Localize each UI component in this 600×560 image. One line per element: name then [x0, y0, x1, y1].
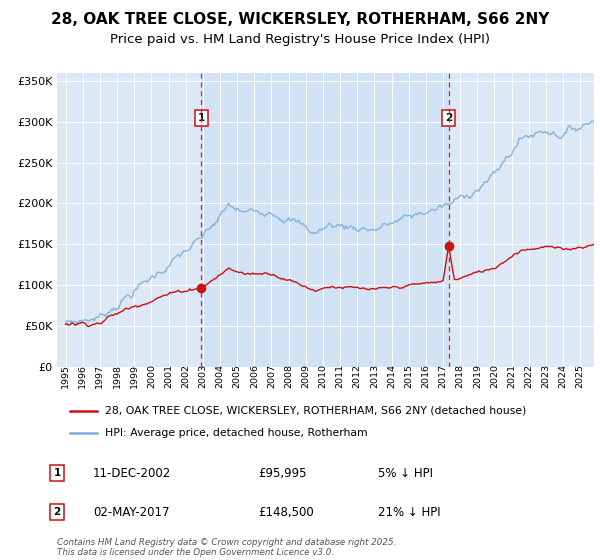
Text: 2010: 2010	[319, 364, 328, 388]
Text: 2011: 2011	[335, 364, 344, 388]
Text: HPI: Average price, detached house, Rotherham: HPI: Average price, detached house, Roth…	[106, 428, 368, 438]
Text: 2018: 2018	[455, 364, 464, 388]
Text: 28, OAK TREE CLOSE, WICKERSLEY, ROTHERHAM, S66 2NY: 28, OAK TREE CLOSE, WICKERSLEY, ROTHERHA…	[51, 12, 549, 27]
Text: 2017: 2017	[439, 364, 448, 388]
Text: 2: 2	[53, 507, 61, 517]
Text: 5% ↓ HPI: 5% ↓ HPI	[378, 466, 433, 480]
Text: 2022: 2022	[524, 364, 533, 388]
Text: 2025: 2025	[576, 364, 585, 388]
Text: 2004: 2004	[215, 364, 224, 388]
Text: 2000: 2000	[147, 364, 156, 388]
Text: 2024: 2024	[559, 364, 568, 388]
Text: 2013: 2013	[370, 364, 379, 388]
Text: 2001: 2001	[164, 364, 173, 388]
Text: 2015: 2015	[404, 364, 413, 388]
Text: 1998: 1998	[113, 364, 122, 388]
Text: 2020: 2020	[490, 364, 499, 388]
Text: 2002: 2002	[181, 364, 190, 388]
Text: 1996: 1996	[78, 364, 87, 388]
Text: 2016: 2016	[421, 364, 430, 388]
Text: 2008: 2008	[284, 364, 293, 388]
Text: 2021: 2021	[507, 364, 516, 388]
Text: 1999: 1999	[130, 364, 139, 388]
Text: 1997: 1997	[95, 364, 104, 388]
Text: Price paid vs. HM Land Registry's House Price Index (HPI): Price paid vs. HM Land Registry's House …	[110, 32, 490, 46]
Text: 2007: 2007	[267, 364, 276, 388]
Text: 1995: 1995	[61, 364, 70, 388]
Text: 21% ↓ HPI: 21% ↓ HPI	[378, 506, 440, 519]
Text: 2019: 2019	[473, 364, 482, 388]
Text: £148,500: £148,500	[258, 506, 314, 519]
Text: 2: 2	[445, 113, 452, 123]
Text: 2014: 2014	[387, 364, 396, 388]
Text: 2012: 2012	[353, 364, 362, 388]
Text: 2003: 2003	[199, 364, 208, 388]
Text: 28, OAK TREE CLOSE, WICKERSLEY, ROTHERHAM, S66 2NY (detached house): 28, OAK TREE CLOSE, WICKERSLEY, ROTHERHA…	[106, 406, 527, 416]
Text: 2009: 2009	[301, 364, 310, 388]
Text: 1: 1	[53, 468, 61, 478]
Text: 02-MAY-2017: 02-MAY-2017	[93, 506, 170, 519]
Text: 1: 1	[198, 113, 205, 123]
Text: 2006: 2006	[250, 364, 259, 388]
Text: 2023: 2023	[541, 364, 550, 388]
Text: 2005: 2005	[233, 364, 242, 388]
Text: £95,995: £95,995	[258, 466, 307, 480]
Text: Contains HM Land Registry data © Crown copyright and database right 2025.
This d: Contains HM Land Registry data © Crown c…	[57, 538, 397, 557]
Bar	[202, 73, 449, 367]
Text: 11-DEC-2002: 11-DEC-2002	[93, 466, 171, 480]
